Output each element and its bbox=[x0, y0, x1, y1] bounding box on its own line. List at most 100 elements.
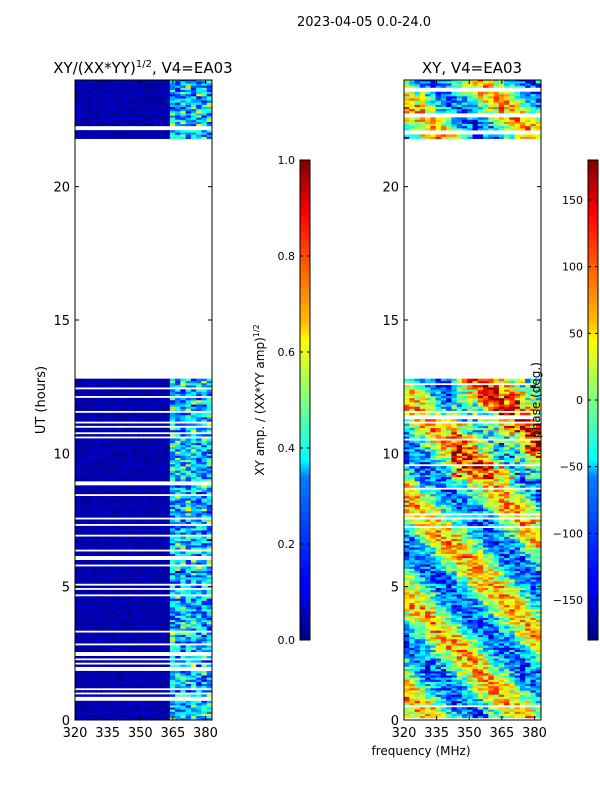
heatmap-cell bbox=[111, 681, 118, 685]
heatmap-cell bbox=[127, 649, 134, 653]
heatmap-cell bbox=[190, 487, 197, 490]
heatmap-cell bbox=[519, 685, 526, 689]
heatmap-cell bbox=[509, 685, 516, 689]
heatmap-cell bbox=[111, 80, 118, 82]
heatmap-cell bbox=[456, 709, 463, 712]
heatmap-cell bbox=[159, 538, 165, 542]
heatmap-cell bbox=[493, 653, 500, 657]
heatmap-cell bbox=[190, 468, 197, 471]
heatmap-cell bbox=[148, 568, 155, 571]
heatmap-cell bbox=[143, 585, 150, 589]
heatmap-cell bbox=[85, 709, 92, 712]
heatmap-cell bbox=[154, 91, 160, 95]
heatmap-cell bbox=[132, 530, 139, 533]
heatmap-cell bbox=[154, 429, 160, 433]
heatmap-cell bbox=[122, 102, 129, 105]
heatmap-cell bbox=[96, 632, 102, 635]
heatmap-cell bbox=[419, 698, 426, 702]
phase-heatmap-cells bbox=[404, 80, 541, 719]
heatmap-cell bbox=[169, 566, 176, 569]
heatmap-cell bbox=[143, 83, 150, 86]
heatmap-cell bbox=[96, 397, 102, 401]
heatmap-cell bbox=[190, 660, 197, 663]
heatmap-cell bbox=[80, 536, 86, 539]
heatmap-cell bbox=[196, 694, 202, 697]
heatmap-cell bbox=[440, 673, 447, 676]
heatmap-cell bbox=[201, 604, 208, 608]
heatmap-cell bbox=[143, 455, 150, 458]
heatmap-cell bbox=[180, 451, 187, 454]
heatmap-cell bbox=[96, 417, 102, 420]
heatmap-cell bbox=[440, 662, 447, 665]
heatmap-cell bbox=[169, 626, 176, 629]
heatmap-cell bbox=[122, 455, 129, 458]
heatmap-cell bbox=[90, 402, 97, 405]
heatmap-cell bbox=[85, 690, 92, 693]
heatmap-cell bbox=[90, 673, 97, 676]
heatmap-cell bbox=[80, 442, 86, 446]
heatmap-cell bbox=[106, 457, 113, 461]
heatmap-cell bbox=[196, 382, 202, 386]
heatmap-cell bbox=[425, 658, 431, 661]
heatmap-cell bbox=[80, 451, 86, 454]
amplitude-heatmap-title: XY/(XX*YY)1/2, V4=EA03 bbox=[53, 59, 232, 77]
heatmap-cell bbox=[122, 675, 129, 678]
heatmap-cell bbox=[106, 528, 113, 531]
heatmap-cell bbox=[190, 574, 197, 578]
heatmap-cell bbox=[456, 638, 463, 642]
heatmap-cell bbox=[159, 715, 165, 719]
heatmap-cell bbox=[190, 711, 197, 714]
heatmap-cell bbox=[132, 461, 139, 465]
heatmap-cell bbox=[190, 80, 197, 82]
heatmap-cell bbox=[127, 572, 134, 576]
heatmap-cell bbox=[148, 489, 155, 493]
heatmap-cell bbox=[190, 679, 197, 682]
heatmap-cell bbox=[493, 658, 500, 661]
heatmap-cell bbox=[154, 134, 160, 137]
amplitude-heatmap-cells bbox=[75, 80, 212, 720]
heatmap-cell bbox=[440, 711, 447, 714]
heatmap-cell bbox=[90, 634, 97, 638]
heatmap-cell bbox=[75, 113, 81, 116]
heatmap-cell bbox=[185, 585, 192, 589]
heatmap-cell bbox=[75, 455, 81, 458]
heatmap-cell bbox=[90, 715, 97, 719]
heatmap-cell bbox=[159, 476, 165, 480]
heatmap-cell bbox=[414, 702, 421, 706]
heatmap-cell bbox=[175, 602, 181, 606]
heatmap-cell bbox=[164, 451, 171, 454]
heatmap-cell bbox=[122, 626, 129, 629]
heatmap-cell bbox=[122, 521, 129, 525]
heatmap-cell bbox=[127, 504, 134, 507]
heatmap-cell bbox=[111, 570, 118, 574]
heatmap-cell bbox=[483, 670, 489, 674]
heatmap-cell bbox=[180, 485, 187, 488]
heatmap-cell bbox=[169, 579, 176, 582]
heatmap-cell bbox=[117, 551, 123, 554]
heatmap-cell bbox=[106, 455, 113, 458]
heatmap-cell bbox=[148, 589, 155, 593]
heatmap-cell bbox=[122, 660, 129, 663]
heatmap-cell bbox=[159, 466, 165, 469]
heatmap-cell bbox=[85, 508, 92, 512]
heatmap-cell bbox=[132, 679, 139, 682]
heatmap-cell bbox=[169, 121, 176, 125]
heatmap-cell bbox=[154, 476, 160, 480]
heatmap-cell bbox=[132, 449, 139, 452]
heatmap-cell bbox=[122, 449, 129, 452]
heatmap-cell bbox=[477, 679, 484, 682]
heatmap-cell bbox=[138, 553, 144, 557]
heatmap-cell bbox=[106, 466, 113, 469]
heatmap-cell bbox=[164, 624, 171, 627]
heatmap-cell bbox=[159, 110, 165, 114]
heatmap-cell bbox=[127, 442, 134, 446]
heatmap-cell bbox=[106, 449, 113, 452]
heatmap-cell bbox=[143, 700, 150, 704]
heatmap-cell bbox=[498, 660, 505, 663]
heatmap-cell bbox=[201, 115, 208, 118]
heatmap-cell bbox=[154, 510, 160, 514]
heatmap-cell bbox=[111, 572, 118, 576]
heatmap-cell bbox=[106, 553, 113, 557]
heatmap-cell bbox=[164, 538, 171, 542]
heatmap-cell bbox=[196, 378, 202, 382]
